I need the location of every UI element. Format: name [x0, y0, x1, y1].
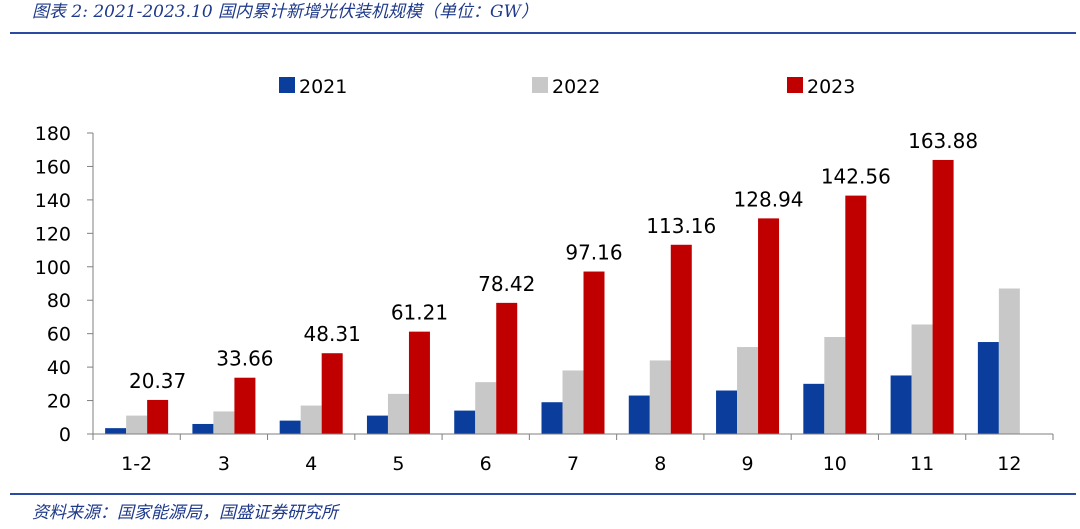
bar-2021-6: [454, 410, 476, 434]
bar-2021-12: [977, 342, 999, 434]
bar-2022-4: [300, 405, 322, 434]
bar-2021-10: [803, 383, 825, 434]
legend-swatch-2022: [532, 77, 548, 93]
data-label: 97.16: [565, 241, 622, 265]
bar-2022-12: [998, 288, 1020, 434]
x-tick-label: 12: [997, 453, 1021, 475]
data-label: 128.94: [734, 187, 804, 211]
bar-2023-6: [496, 302, 518, 434]
y-tick-label: 100: [35, 257, 71, 279]
data-label: 33.66: [216, 347, 273, 371]
bar-2023-1-2: [147, 399, 169, 434]
legend-label: 2021: [299, 76, 347, 98]
bar-2021-4: [279, 420, 301, 434]
data-label: 48.31: [304, 322, 361, 346]
x-tick-label: 7: [567, 453, 579, 475]
legend-swatch-2021: [279, 77, 295, 93]
bar-2022-8: [649, 360, 671, 434]
data-labels: 20.37 33.66 48.31 61.21 78.42 97.16 113.16 128.…: [129, 129, 978, 393]
y-tick-label: 60: [47, 324, 71, 346]
bar-2021-8: [628, 395, 650, 434]
x-tick-label: 10: [823, 453, 847, 475]
x-tick-label: 6: [480, 453, 492, 475]
figure-title: 图表 2: 2021-2023.10 国内累计新增光伏装机规模（单位：GW）: [32, 2, 539, 22]
x-axis: 1-2 3 4 5 6 7 8 9 10 11 12: [92, 433, 1054, 475]
legend-swatch-2023: [787, 77, 803, 93]
chart-legend: 2021 2022 2023: [279, 76, 855, 98]
x-tick-label: 3: [218, 453, 230, 475]
y-tick-label: 140: [35, 190, 71, 212]
data-label: 20.37: [129, 369, 186, 393]
y-tick-label: 0: [59, 424, 71, 446]
source-note: 资料来源：国家能源局，国盛证券研究所: [32, 503, 338, 523]
bar-2022-7: [562, 370, 584, 434]
bar-2022-11: [911, 324, 933, 434]
bar-2023-7: [583, 271, 605, 434]
bottom-divider: [10, 493, 1076, 495]
bar-2023-4: [321, 353, 343, 434]
bar-2021-5: [366, 415, 388, 434]
data-label: 78.42: [478, 272, 535, 296]
y-tick-label: 40: [47, 357, 71, 379]
bar-2022-5: [387, 393, 409, 434]
x-tick-label: 8: [654, 453, 666, 475]
bar-2023-3: [234, 377, 256, 434]
y-axis: 0 20 40 60 80 100 120 140 160 180: [35, 123, 94, 446]
bar-2021-1-2: [105, 428, 127, 434]
x-tick-label: 9: [741, 453, 753, 475]
data-label: 142.56: [821, 165, 891, 189]
bar-2022-6: [475, 382, 497, 434]
bar-2022-1-2: [126, 415, 148, 434]
bar-2022-3: [213, 411, 235, 434]
data-label: 113.16: [646, 214, 716, 238]
bar-2022-10: [824, 337, 846, 434]
legend-label: 2022: [552, 76, 600, 98]
y-tick-label: 20: [47, 391, 71, 413]
bar-2022-9: [737, 347, 759, 434]
bar-2021-11: [890, 375, 912, 434]
data-label: 61.21: [391, 301, 448, 325]
legend-label: 2023: [807, 76, 855, 98]
data-label: 163.88: [908, 129, 978, 153]
bar-2023-9: [758, 218, 780, 434]
bar-2023-5: [408, 331, 430, 434]
y-tick-label: 160: [35, 156, 71, 178]
x-tick-label: 5: [392, 453, 404, 475]
bar-series-group: [105, 159, 1020, 434]
y-tick-label: 180: [35, 123, 71, 145]
bar-2021-3: [192, 423, 214, 434]
top-divider: [10, 32, 1076, 34]
y-tick-label: 80: [47, 290, 71, 312]
bar-2021-7: [541, 402, 563, 434]
bar-2021-9: [716, 390, 738, 434]
x-tick-label: 11: [910, 453, 934, 475]
bar-2023-8: [670, 244, 692, 434]
x-tick-label: 1-2: [121, 453, 152, 475]
x-tick-label: 4: [305, 453, 317, 475]
y-tick-label: 120: [35, 223, 71, 245]
bar-2023-10: [845, 195, 867, 434]
bar-2023-11: [932, 159, 954, 434]
